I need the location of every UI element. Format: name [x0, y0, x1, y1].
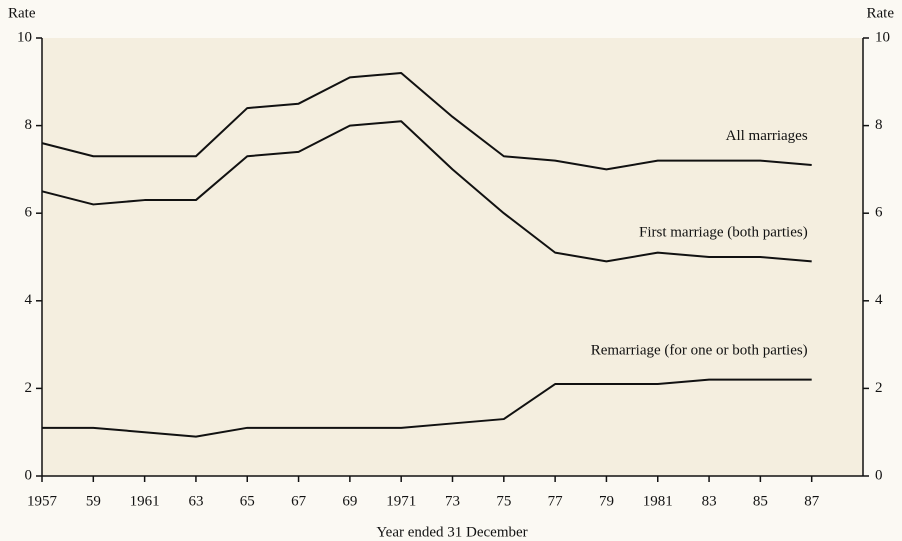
x-tick-label: 1971	[386, 493, 416, 509]
y-tick-label: 4	[25, 292, 33, 308]
x-tick-label: 85	[753, 493, 768, 509]
x-tick-label: 1957	[27, 493, 58, 509]
x-tick-label: 75	[496, 493, 511, 509]
y-tick-label: 10	[17, 29, 32, 45]
y2-tick-label: 6	[875, 205, 883, 221]
y2-tick-label: 10	[875, 29, 890, 45]
series-label: Remarriage (for one or both parties)	[591, 343, 808, 359]
x-tick-label: 1981	[643, 493, 673, 509]
y2-tick-label: 4	[875, 292, 883, 308]
x-tick-label: 83	[702, 493, 717, 509]
x-tick-label: 63	[188, 493, 203, 509]
y-tick-label: 6	[25, 205, 33, 221]
y-axis-label: Rate	[8, 5, 36, 21]
y-tick-label: 0	[25, 467, 33, 483]
series-label: All marriages	[726, 128, 808, 144]
x-tick-label: 87	[804, 493, 820, 509]
x-axis-label: Year ended 31 December	[376, 524, 527, 540]
series-line	[42, 378, 812, 438]
y2-tick-label: 0	[875, 467, 883, 483]
x-tick-label: 1961	[130, 493, 160, 509]
y-tick-label: 2	[25, 380, 33, 396]
x-tick-label: 79	[599, 493, 614, 509]
x-tick-label: 65	[240, 493, 255, 509]
y2-tick-label: 8	[875, 117, 883, 133]
x-tick-label: 67	[291, 493, 307, 509]
series-label: First marriage (both parties)	[639, 224, 808, 240]
x-tick-label: 73	[445, 493, 460, 509]
series-line	[41, 120, 812, 263]
x-tick-label: 59	[86, 493, 101, 509]
x-tick-label: 77	[548, 493, 564, 509]
y-tick-label: 8	[25, 117, 33, 133]
x-tick-label: 69	[342, 493, 357, 509]
y2-axis-label: Rate	[867, 5, 895, 21]
series-line	[41, 72, 812, 171]
y2-tick-label: 2	[875, 380, 883, 396]
